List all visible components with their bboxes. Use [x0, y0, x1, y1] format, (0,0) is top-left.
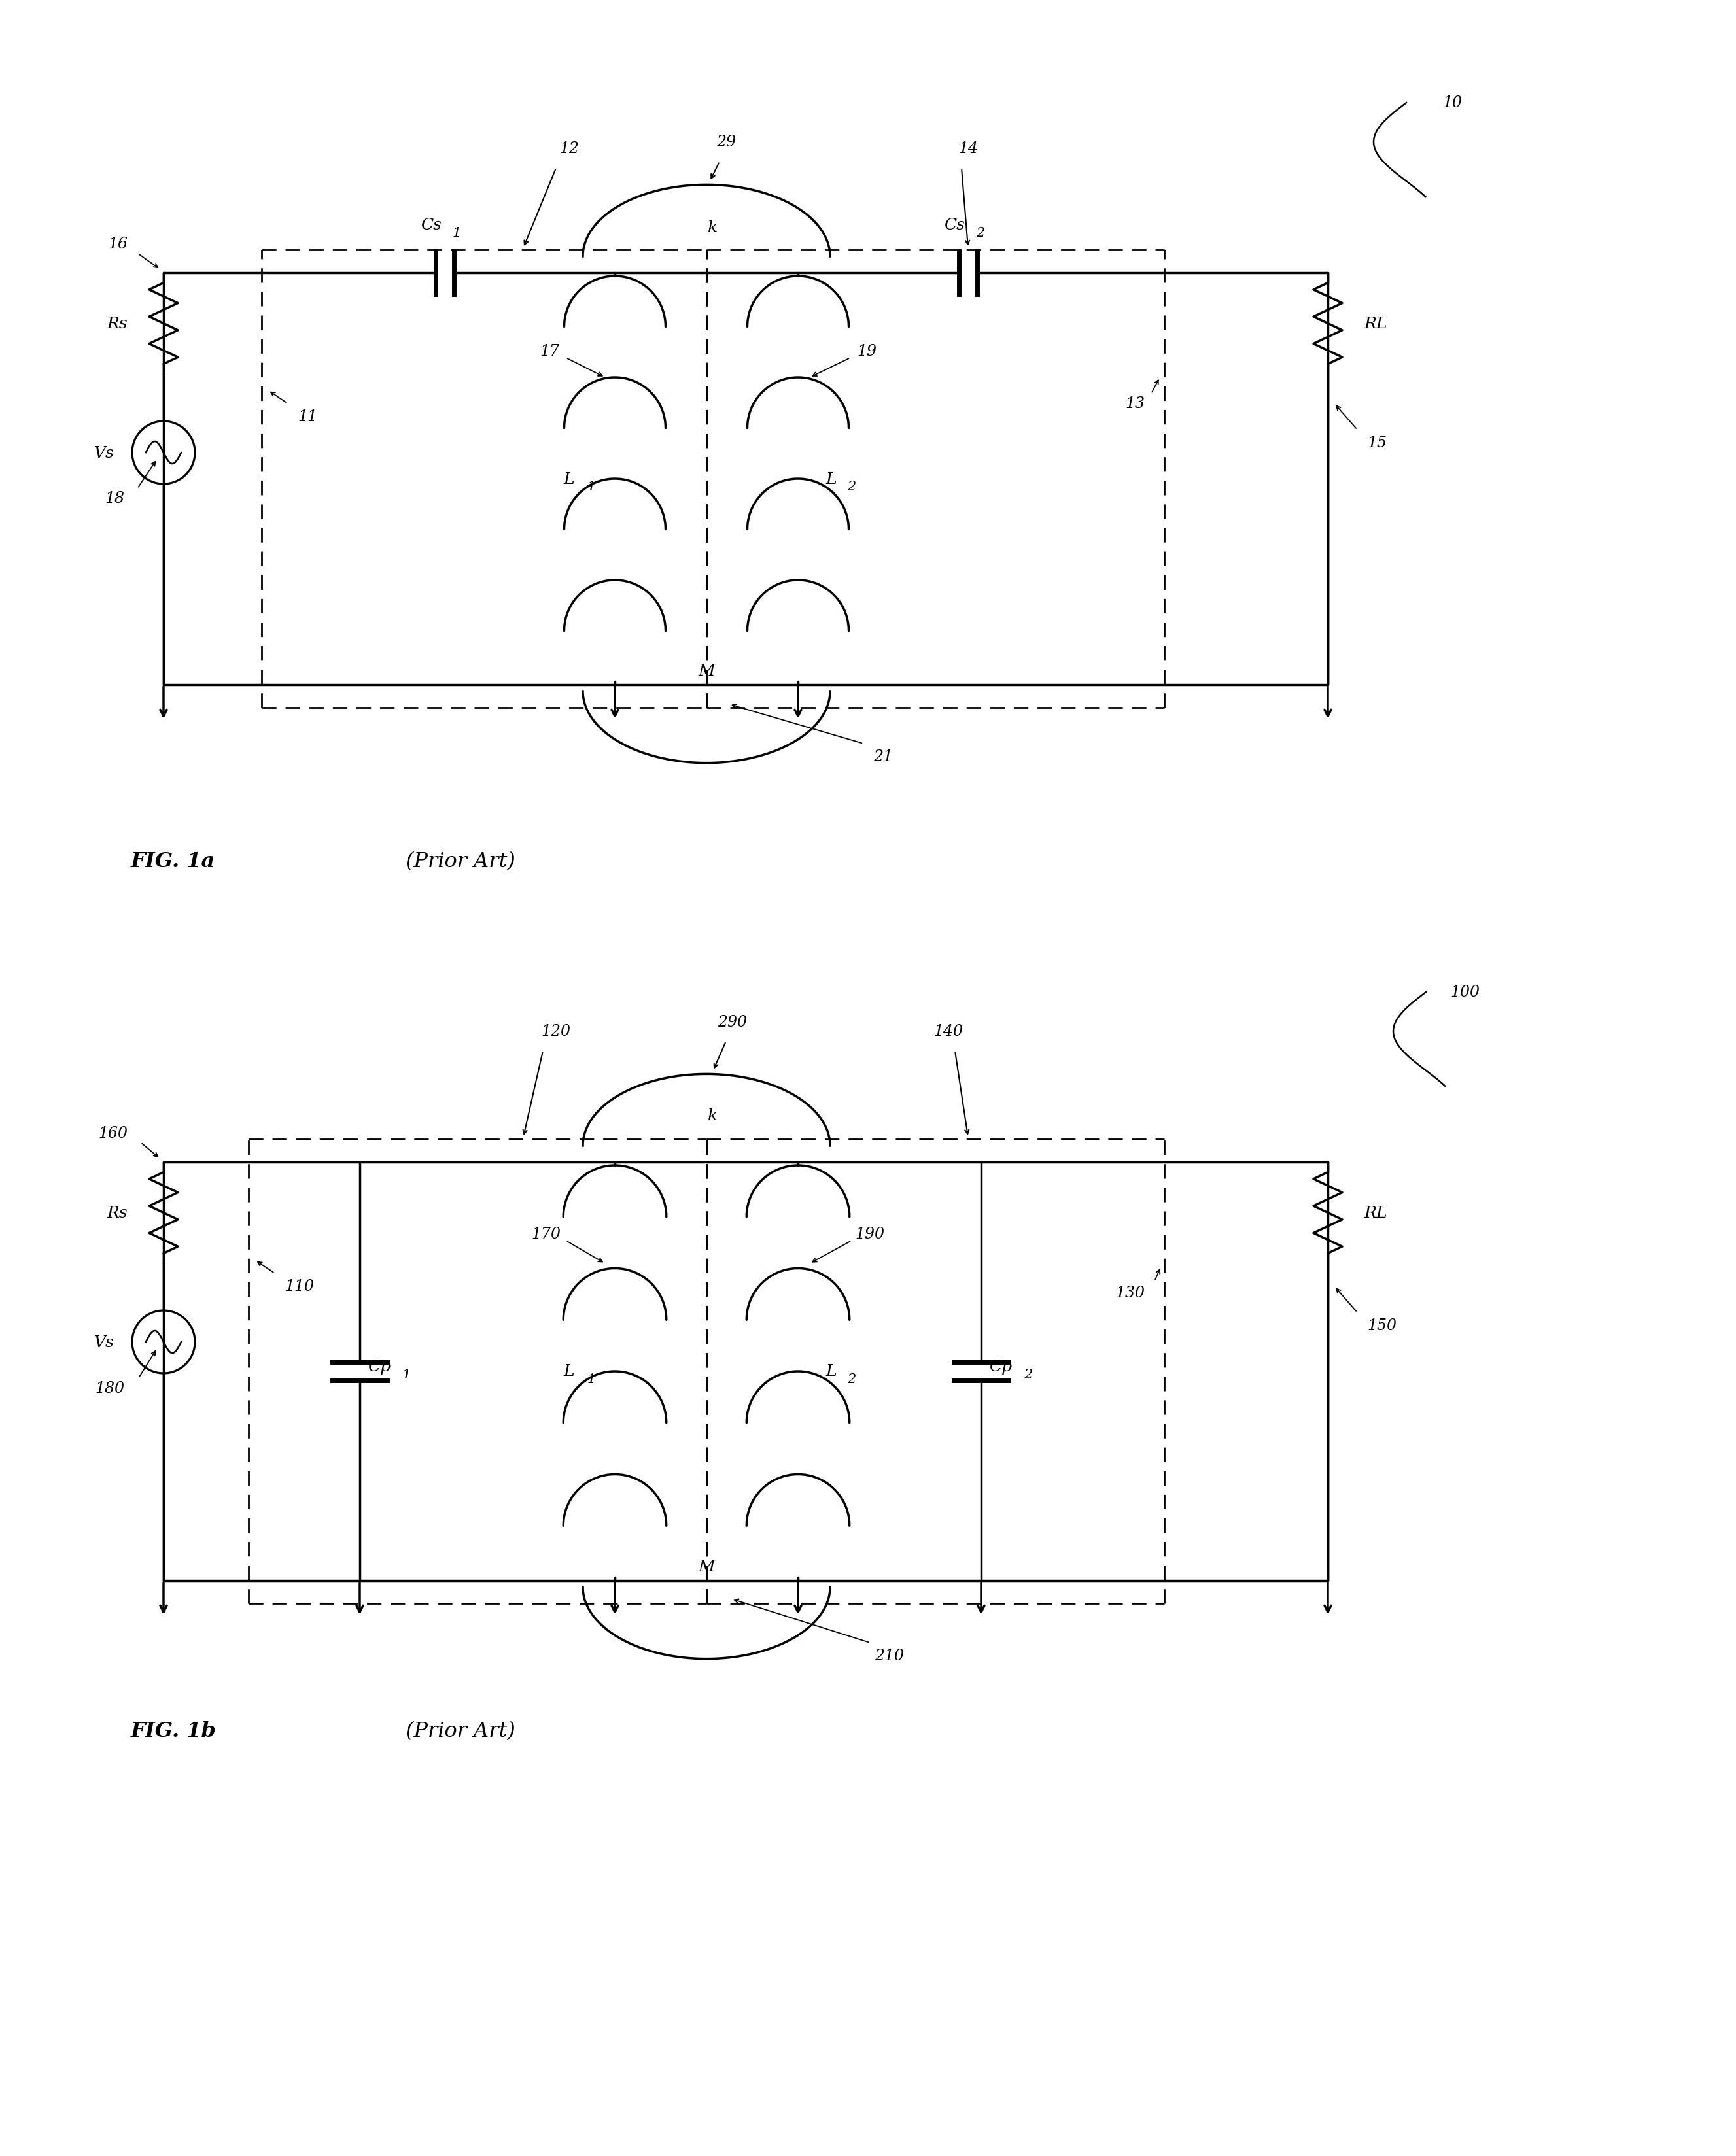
Text: 1: 1	[403, 1369, 411, 1382]
Text: 130: 130	[1115, 1285, 1144, 1300]
Text: 150: 150	[1366, 1317, 1396, 1332]
Text: 11: 11	[297, 410, 318, 425]
Text: 15: 15	[1366, 436, 1387, 451]
Text: 1: 1	[587, 481, 595, 494]
Text: M: M	[698, 664, 715, 679]
Text: Vs: Vs	[94, 1335, 115, 1350]
Text: Cp: Cp	[368, 1358, 391, 1373]
Text: Vs: Vs	[94, 446, 115, 461]
Text: 2: 2	[1024, 1369, 1033, 1382]
Text: 290: 290	[719, 1013, 746, 1028]
Text: 16: 16	[108, 237, 127, 252]
Text: 19: 19	[858, 345, 877, 360]
Text: 160: 160	[99, 1125, 127, 1141]
Text: 17: 17	[540, 345, 559, 360]
Text: k: k	[708, 220, 719, 235]
Text: 14: 14	[958, 142, 977, 157]
Text: 10: 10	[1443, 95, 1462, 110]
Text: 18: 18	[104, 492, 125, 507]
Text: 2: 2	[847, 481, 856, 494]
Text: Cp: Cp	[990, 1358, 1012, 1373]
Text: 29: 29	[717, 136, 736, 151]
Text: RL: RL	[1364, 1205, 1387, 1220]
Text: 2: 2	[847, 1373, 856, 1386]
Text: 21: 21	[873, 750, 892, 765]
Text: L: L	[564, 472, 575, 487]
Text: Rs: Rs	[108, 1205, 127, 1220]
Text: k: k	[708, 1108, 719, 1123]
Text: 2: 2	[976, 226, 984, 239]
Text: RL: RL	[1364, 317, 1387, 332]
Text: (Prior Art): (Prior Art)	[406, 1720, 516, 1742]
Text: (Prior Art): (Prior Art)	[406, 852, 516, 871]
Text: 140: 140	[934, 1024, 963, 1039]
Text: L: L	[564, 1365, 575, 1380]
Text: FIG. 1b: FIG. 1b	[130, 1720, 217, 1742]
Text: Rs: Rs	[108, 317, 127, 332]
Text: 12: 12	[559, 142, 578, 157]
Text: 110: 110	[285, 1279, 314, 1294]
Text: Cs: Cs	[420, 218, 441, 233]
Text: L: L	[826, 472, 837, 487]
Text: Cs: Cs	[944, 218, 965, 233]
Text: 180: 180	[95, 1380, 125, 1395]
Text: FIG. 1a: FIG. 1a	[130, 852, 215, 871]
Text: 190: 190	[856, 1227, 885, 1242]
Text: 120: 120	[542, 1024, 571, 1039]
Text: 100: 100	[1451, 985, 1479, 1000]
Text: 210: 210	[875, 1649, 904, 1664]
Text: L: L	[826, 1365, 837, 1380]
Text: 13: 13	[1125, 397, 1144, 412]
Text: M: M	[698, 1559, 715, 1574]
Text: 1: 1	[587, 1373, 595, 1386]
Text: 1: 1	[453, 226, 462, 239]
Text: 170: 170	[531, 1227, 561, 1242]
